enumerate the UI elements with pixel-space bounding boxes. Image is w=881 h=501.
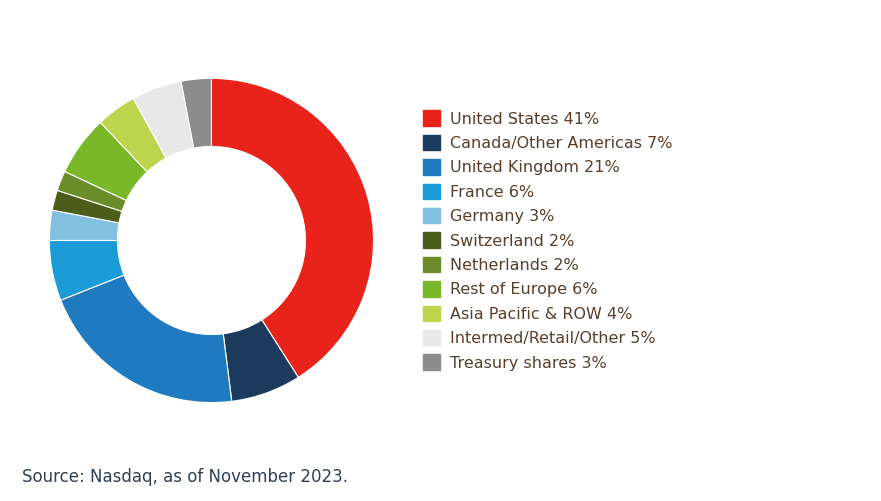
Wedge shape <box>100 98 167 172</box>
Wedge shape <box>65 122 147 200</box>
Legend: United States 41%, Canada/Other Americas 7%, United Kingdom 21%, France 6%, Germ: United States 41%, Canada/Other Americas… <box>423 110 672 371</box>
Wedge shape <box>49 210 119 240</box>
Wedge shape <box>223 320 299 401</box>
Text: Source: Nasdaq, as of November 2023.: Source: Nasdaq, as of November 2023. <box>22 468 348 486</box>
Wedge shape <box>57 171 126 211</box>
Wedge shape <box>61 275 232 403</box>
Wedge shape <box>49 240 124 300</box>
Wedge shape <box>181 78 211 148</box>
Wedge shape <box>133 81 194 158</box>
Wedge shape <box>211 78 374 377</box>
Wedge shape <box>52 190 122 223</box>
